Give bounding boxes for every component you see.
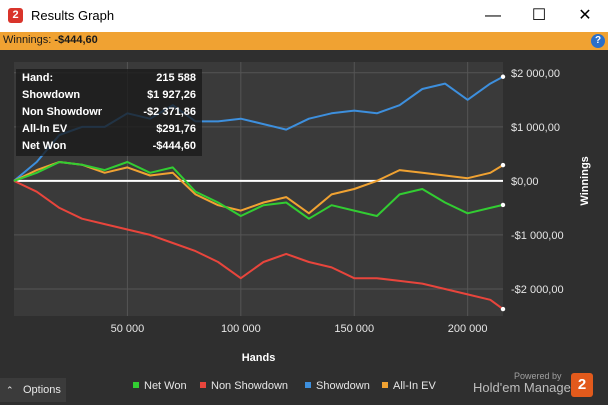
y-tick-label: $2 000,00	[511, 68, 560, 80]
info-value: -$2 371,86	[143, 106, 196, 118]
legend-label: Non Showdown	[211, 380, 289, 392]
info-label: Non Showdown	[22, 106, 102, 118]
info-value: $291,76	[156, 123, 196, 135]
legend-label: Net Won	[144, 380, 187, 392]
legend-item-net-won[interactable]: Net Won	[133, 380, 187, 392]
x-tick-label: 100 000	[221, 323, 261, 335]
legend-swatch	[200, 382, 206, 388]
y-tick-label: $1 000,00	[511, 122, 560, 134]
winnings-value: -$444,60	[54, 34, 98, 46]
hand-info-box: Hand: 215 588 Showdown $1 927,26 Non Sho…	[16, 69, 202, 156]
y-tick-label: -$1 000,00	[511, 230, 564, 242]
info-row-all-in-ev: All-In EV $291,76	[16, 121, 202, 138]
powered-by-text: Powered by	[514, 371, 562, 381]
x-tick-label: 50 000	[111, 323, 145, 335]
x-tick-label: 150 000	[334, 323, 374, 335]
legend-label: All-In EV	[393, 380, 436, 392]
series-end-point	[500, 74, 506, 79]
legend-label: Showdown	[316, 380, 370, 392]
results-chart: 50 000 100 000 150 000 200 000 $2 000,00 $1 0…	[13, 62, 591, 364]
options-button[interactable]: ⌃ Options	[0, 378, 66, 402]
legend-item-all-in-ev[interactable]: All-In EV	[382, 380, 436, 392]
info-value: 215 588	[156, 72, 196, 84]
title-bar: 2 Results Graph — ☐ ✕	[0, 0, 608, 33]
brand-name: Hold'em Manager	[473, 380, 576, 395]
legend-swatch	[133, 382, 139, 388]
maximize-button[interactable]: ☐	[531, 7, 547, 24]
legend-item-showdown[interactable]: Showdown	[305, 380, 370, 392]
info-label: All-In EV	[22, 123, 68, 135]
series-end-point	[500, 162, 506, 168]
x-tick-label: 200 000	[448, 323, 488, 335]
info-row-showdown: Showdown $1 927,26	[16, 87, 202, 104]
y-tick-label: $0,00	[511, 176, 539, 188]
info-value: $1 927,26	[147, 89, 196, 101]
x-axis-title: Hands	[242, 352, 276, 364]
info-row-hand: Hand: 215 588	[16, 70, 202, 87]
y-tick-label: -$2 000,00	[511, 284, 564, 296]
bottom-bar: ⌃ Options Net Won Non Showdown Showdown …	[0, 372, 608, 405]
minimize-button[interactable]: —	[485, 7, 501, 24]
help-icon[interactable]: ?	[591, 34, 605, 48]
series-end-point	[500, 306, 506, 312]
legend-item-non-showdown[interactable]: Non Showdown	[200, 380, 288, 392]
chevron-up-icon: ⌃	[6, 385, 14, 395]
series-line-non-showdown	[13, 179, 504, 310]
info-row-net-won: Net Won -$444,60	[16, 138, 202, 155]
info-label: Showdown	[22, 89, 81, 101]
app-logo-icon: 2	[8, 8, 23, 23]
info-row-non-showdown: Non Showdown -$2 371,86	[16, 104, 202, 121]
winnings-bar: Winnings: -$444,60 ?	[0, 32, 608, 50]
winnings-summary: Winnings: -$444,60	[3, 34, 98, 46]
series-end-point	[500, 202, 506, 208]
legend-swatch	[305, 382, 311, 388]
brand-logo-icon: 2	[571, 373, 593, 397]
info-value: -$444,60	[152, 140, 196, 152]
y-axis-title: Winnings	[579, 156, 591, 205]
series-line-net-won	[13, 161, 504, 220]
options-label: Options	[23, 384, 61, 396]
info-label: Net Won	[22, 140, 67, 152]
info-label: Hand:	[22, 72, 54, 84]
winnings-label: Winnings:	[3, 34, 52, 46]
legend-swatch	[382, 382, 388, 388]
window-title: Results Graph	[31, 8, 115, 23]
series-line-all-in-ev	[13, 161, 504, 215]
close-button[interactable]: ✕	[578, 7, 592, 24]
